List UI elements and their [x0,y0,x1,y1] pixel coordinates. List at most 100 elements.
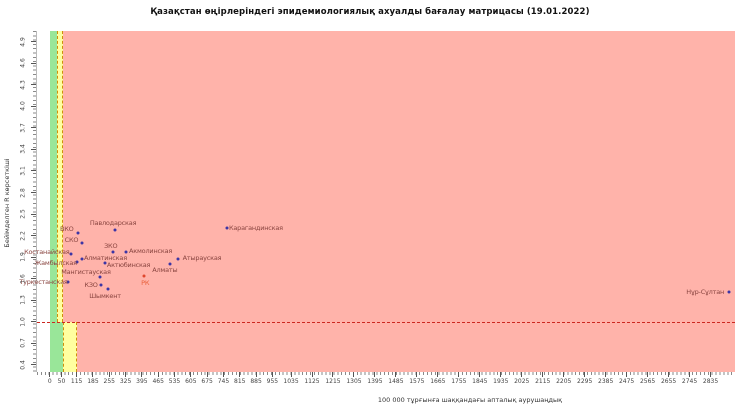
data-point-label: Мангистауская [61,267,111,276]
y-tick-label: 0.4 [19,360,27,370]
x-tick-mark [92,372,94,377]
y-tick-label: 4.6 [19,58,27,69]
x-tick-mark [689,372,691,377]
x-tick-mark [542,372,544,377]
data-point [66,280,70,284]
y-tick-mark [31,41,36,43]
y-tick-mark [31,278,36,280]
x-tick-mark [521,372,523,377]
x-tick-mark [710,372,712,377]
data-point [111,250,115,254]
x-tick-mark [190,372,192,377]
x-tick-mark [416,372,418,377]
x-tick-label: 2385 [598,378,614,385]
x-tick-label: 325 [119,378,132,385]
data-point [106,287,110,291]
y-tick-mark [31,213,36,215]
y-tick-mark [31,127,36,129]
x-tick-label: 815 [234,378,246,385]
x-tick-label: 2475 [618,378,635,385]
data-point-label: ЗКО [104,242,118,251]
x-tick-mark [332,372,334,377]
x-tick-label: 1845 [472,378,488,385]
y-tick-label: 1.3 [19,295,27,305]
data-point-label: Алматы [152,265,178,274]
y-tick-label: 2.2 [19,230,27,241]
y-tick-mark [31,364,36,366]
x-tick-mark [563,372,565,377]
x-tick-mark [479,372,481,377]
chart-title: Қазақстан өңірлеріндегі эпидемиологиялық… [150,7,590,17]
data-point-label: Атырауская [182,254,222,263]
data-point [176,257,180,261]
y-tick-label: 0.7 [19,338,27,349]
y-tick-label: 1.6 [19,273,27,284]
data-point-label: Жамбылская [34,259,77,268]
x-tick-mark [290,372,292,377]
x-tick-label: 255 [103,378,115,385]
x-tick-mark [271,372,273,377]
data-point-label: Нұр-Сұлтан [686,288,725,297]
x-tick-mark [668,372,670,377]
x-tick-label: 955 [266,378,279,385]
data-point-label: РК [141,278,150,287]
data-point [99,283,103,287]
x-tick-label: 1665 [430,378,446,385]
x-tick-mark [125,372,127,377]
x-tick-mark [255,372,257,377]
y-tick-mark [31,342,36,344]
x-axis-minor-ticks [37,372,735,375]
x-tick-label: 185 [87,378,99,385]
y-tick-label: 4.3 [19,80,27,90]
y-tick-mark [31,256,36,258]
data-point [142,274,146,278]
x-tick-label: 50 [57,378,66,385]
y-tick-mark [31,299,36,301]
data-point [98,275,102,279]
x-tick-mark [584,372,586,377]
x-tick-mark [353,372,355,377]
data-point-label: СКО [64,235,79,244]
zone-yellow-lower [63,321,77,372]
data-point-label: Акмолинская [129,247,173,256]
data-point-label: Павлодарская [89,218,137,227]
data-point [75,260,79,264]
x-tick-mark [626,372,628,377]
y-tick-label: 2.5 [19,209,27,219]
x-tick-mark [222,372,224,377]
y-tick-label: 4.0 [19,101,27,112]
x-tick-mark [206,372,208,377]
x-tick-label: 0 [47,378,52,385]
x-tick-label: 675 [201,378,213,385]
y-axis-line [36,31,37,372]
y-tick-mark [31,170,36,172]
y-axis-title: Бейімделген R көрсеткіші [3,158,11,248]
x-tick-mark [141,372,143,377]
data-point-label: Шымкент [89,292,121,301]
x-tick-mark [437,372,439,377]
x-tick-label: 745 [217,378,230,385]
x-tick-mark [76,372,78,377]
data-point-label: Актюбинская [106,260,151,269]
x-tick-label: 1935 [493,378,509,385]
x-tick-label: 465 [152,378,164,385]
data-point [124,250,128,254]
x-tick-mark [374,372,376,377]
x-axis-title: 100 000 тұрғынға шаққандағы апталық ауру… [377,396,563,404]
y-tick-label: 2.8 [19,187,27,198]
x-tick-mark [174,372,175,377]
y-tick-mark [31,192,36,194]
x-tick-label: 1755 [451,378,467,385]
y-tick-mark [31,84,36,86]
y-tick-label: 3.4 [19,144,27,155]
y-tick-mark [31,105,36,107]
y-tick-mark [31,62,36,64]
x-tick-mark [395,372,397,377]
data-point-label: КЗО [84,281,98,290]
x-tick-label: 885 [250,378,262,385]
data-point-label: Туркестанская [19,278,68,287]
x-tick-label: 2115 [535,378,551,385]
x-tick-mark [647,372,649,377]
x-tick-label: 2655 [660,378,677,385]
